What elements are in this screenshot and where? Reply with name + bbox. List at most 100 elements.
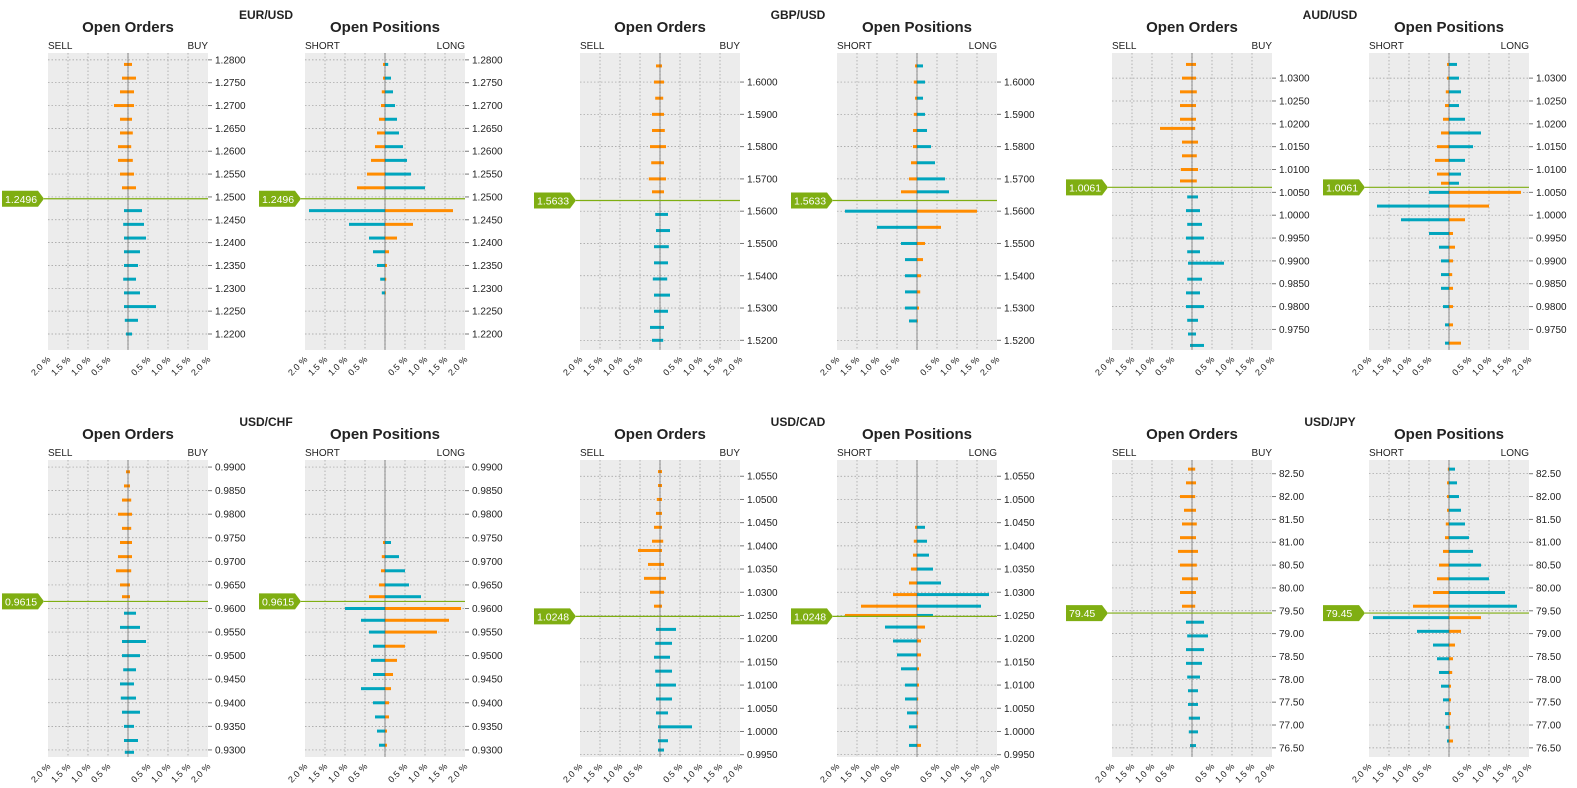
usd-jpy-orders-ytick-label: 82.00 xyxy=(1279,492,1304,503)
usd-chf-positions-bar-long xyxy=(385,569,405,573)
usd-chf-positions-bar-short xyxy=(371,658,385,662)
aud-usd-positions-bar-long xyxy=(1449,286,1453,290)
usd-chf-orders-xtick-label: 2.0 % xyxy=(189,761,212,784)
usd-cad-positions-panel: Open Positions SHORT LONG 1.0550 1.0500 1.045… xyxy=(791,426,1035,785)
usd-chf-positions-ytick-label: 0.9650 xyxy=(472,580,503,591)
gbp-usd-orders-bar-buy xyxy=(660,190,664,194)
usd-jpy-orders-xtick-label: 2.0 % xyxy=(1093,761,1116,784)
aud-usd-orders-xtick-label: 0.5 % xyxy=(1193,354,1216,377)
usd-cad-orders-ytick-label: 1.0400 xyxy=(747,541,778,552)
eur-usd-positions-bar-short xyxy=(377,131,385,135)
gbp-usd-orders-bar-buy xyxy=(660,212,668,216)
usd-jpy-positions-ytick-label: 80.00 xyxy=(1536,583,1561,594)
usd-cad-orders-title: Open Orders xyxy=(614,426,706,443)
aud-usd-positions-bar-long xyxy=(1449,204,1489,208)
eur-usd-positions-bar-short xyxy=(369,236,385,240)
usd-chf-positions-bar-long xyxy=(385,630,437,634)
usd-jpy-orders-bar-buy xyxy=(1192,702,1198,706)
aud-usd-orders-bar-sell xyxy=(1160,126,1192,130)
eur-usd-positions-bar-long xyxy=(385,277,387,281)
usd-chf-orders-bar-buy xyxy=(128,569,132,573)
gbp-usd-orders-bar-sell xyxy=(652,128,660,132)
eur-usd-positions-bar-short xyxy=(381,291,385,295)
aud-usd-orders-panel: Open Orders SELL BUY 1.0300 1.0250 1.0200 1.01… xyxy=(1066,19,1310,378)
usd-chf-positions-left-side-label: SHORT xyxy=(305,448,340,459)
eur-usd-positions-ytick-label: 1.2350 xyxy=(472,261,503,272)
eur-usd-positions-bar-long xyxy=(385,236,397,240)
usd-chf-positions-bar-short xyxy=(379,583,385,587)
usd-jpy-positions-bar-long xyxy=(1449,536,1469,540)
gbp-usd-orders-bar-sell xyxy=(654,309,660,313)
usd-cad-positions-xtick-label: 2.0 % xyxy=(818,761,841,784)
aud-usd-orders-bar-buy xyxy=(1192,318,1198,322)
gbp-usd-positions-bar-short xyxy=(911,161,917,165)
aud-usd-positions-bar-long xyxy=(1449,190,1521,194)
usd-jpy-positions-ytick-label: 78.50 xyxy=(1536,652,1561,663)
usd-jpy-orders-xtick-label: 2.0 % xyxy=(1253,761,1276,784)
usd-jpy-positions-bar-long xyxy=(1449,549,1473,553)
gbp-usd-positions-price-flag-label: 1.5633 xyxy=(794,196,826,208)
eur-usd-orders-ytick-label: 1.2250 xyxy=(215,307,246,318)
eur-usd-orders-xtick-label: 2.0 % xyxy=(189,354,212,377)
eur-usd-orders-bar-buy xyxy=(128,222,144,226)
gbp-usd-orders-price-flag-label: 1.5633 xyxy=(537,196,569,208)
aud-usd-positions-bar-long xyxy=(1449,341,1461,345)
aud-usd-positions-ytick-label: 1.0100 xyxy=(1536,165,1567,176)
usd-jpy-positions-xtick-label: 2.0 % xyxy=(1510,761,1533,784)
aud-usd-orders-bar-buy xyxy=(1192,90,1197,94)
usd-cad-orders-bar-sell xyxy=(650,590,660,594)
usd-chf-positions-bar-long xyxy=(385,607,461,610)
gbp-usd-positions-bar-long xyxy=(917,274,921,278)
usd-chf-positions-ytick-label: 0.9900 xyxy=(472,463,503,474)
eur-usd-orders-bar-sell xyxy=(123,222,128,226)
aud-usd-positions-ytick-label: 0.9850 xyxy=(1536,279,1567,290)
eur-usd-positions-bar-long xyxy=(385,186,425,190)
gbp-usd-positions-ytick-label: 1.5900 xyxy=(1004,110,1035,121)
usd-cad-positions-bar-short xyxy=(897,653,917,657)
gbp-usd-orders-bar-buy xyxy=(660,145,666,149)
usd-jpy-orders-bar-sell xyxy=(1180,495,1192,499)
aud-usd-orders-bar-buy xyxy=(1192,140,1198,144)
usd-chf-orders-panel: Open Orders SELL BUY 0.9900 0.9850 0.9800 0.97… xyxy=(2,426,246,785)
gbp-usd-positions-bar-short xyxy=(905,290,917,294)
usd-chf-positions-bar-long xyxy=(385,658,397,662)
eur-usd-orders-xtick-label: 1.5 % xyxy=(49,354,72,377)
gbp-usd-positions-bar-short xyxy=(845,209,917,213)
usd-cad-orders-bar-buy xyxy=(660,739,668,743)
eur-usd-positions-xtick-label: 1.5 % xyxy=(306,354,329,377)
aud-usd-orders-bar-buy xyxy=(1192,277,1202,281)
aud-usd-positions-ytick-label: 1.0050 xyxy=(1536,188,1567,199)
usd-jpy-positions-ytick-label: 79.50 xyxy=(1536,606,1561,617)
gbp-usd-orders-xtick-label: 1.0 % xyxy=(681,354,704,377)
usd-cad-orders-bar-sell xyxy=(654,525,660,529)
aud-usd-positions-bar-short xyxy=(1441,273,1449,277)
usd-jpy-orders-xtick-label: 1.5 % xyxy=(1113,761,1136,784)
usd-cad-orders-ytick-label: 1.0100 xyxy=(747,681,778,692)
usd-jpy-orders-title: Open Orders xyxy=(1146,426,1238,443)
usd-cad-orders-bar-sell xyxy=(656,497,660,501)
eur-usd-orders-bar-buy xyxy=(128,131,133,135)
eur-usd-orders-bar-sell xyxy=(122,186,128,190)
gbp-usd-positions-right-side-label: LONG xyxy=(969,41,998,52)
usd-cad-positions-bar-long xyxy=(917,653,921,657)
usd-jpy-orders-ytick-label: 81.00 xyxy=(1279,538,1304,549)
usd-cad-orders-xtick-label: 1.5 % xyxy=(581,761,604,784)
eur-usd-positions-panel: Open Positions SHORT LONG 1.2800 1.2750 1.270… xyxy=(259,19,503,378)
eur-usd-orders-bar-sell xyxy=(124,236,128,240)
aud-usd-positions-bar-short xyxy=(1435,158,1449,162)
usd-jpy-orders-bar-sell xyxy=(1184,508,1192,512)
gbp-usd-positions-bar-short xyxy=(877,225,917,229)
usd-jpy-positions-bar-short xyxy=(1443,698,1449,702)
usd-cad-orders-xtick-label: 2.0 % xyxy=(561,761,584,784)
gbp-usd-orders-ytick-label: 1.5800 xyxy=(747,142,778,153)
usd-jpy-orders-left-side-label: SELL xyxy=(1112,448,1137,459)
usd-cad-positions-ytick-label: 1.0200 xyxy=(1004,634,1035,645)
gbp-usd-positions-bar-short xyxy=(909,177,917,181)
eur-usd-orders-right-side-label: BUY xyxy=(187,41,208,52)
usd-jpy-positions-bar-long xyxy=(1449,522,1465,526)
eur-usd-orders-bar-sell xyxy=(114,104,128,108)
eur-usd-positions-ytick-label: 1.2700 xyxy=(472,101,503,112)
usd-jpy-orders-bar-buy xyxy=(1192,563,1197,567)
eur-usd-positions-bar-short xyxy=(309,209,385,213)
aud-usd-orders-bar-buy xyxy=(1192,332,1196,336)
